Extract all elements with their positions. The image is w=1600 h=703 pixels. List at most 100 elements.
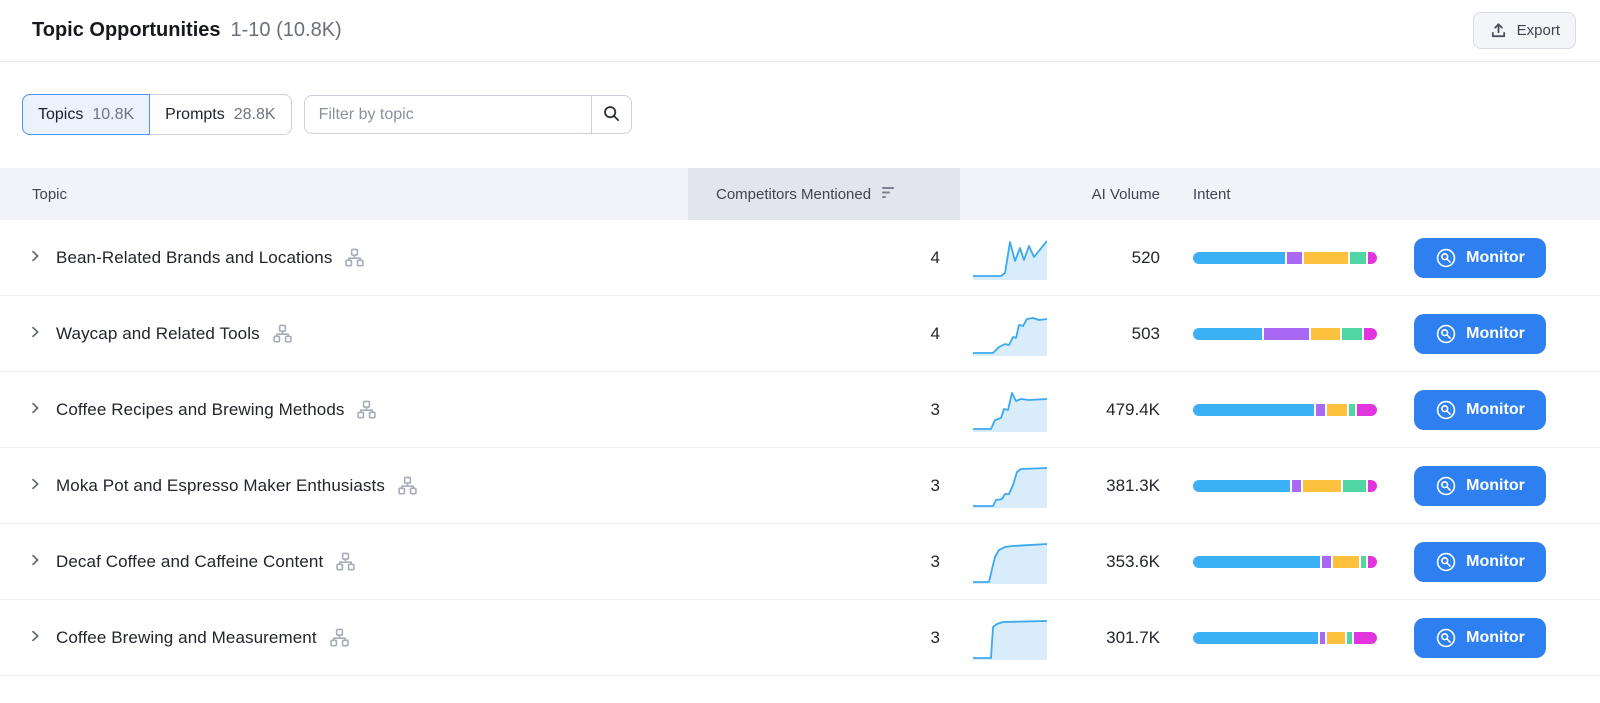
magnifier-circle-icon xyxy=(1435,399,1457,421)
intent-segment-yellow xyxy=(1302,479,1341,492)
ai-volume-sparkline xyxy=(960,311,1060,357)
topic-name[interactable]: Decaf Coffee and Caffeine Content xyxy=(56,551,324,571)
filter-search-button[interactable] xyxy=(590,96,631,133)
intent-segment-green xyxy=(1360,555,1367,568)
tab-prompts-count: 28.8K xyxy=(233,105,276,123)
magnifier-circle-icon xyxy=(1435,475,1457,497)
sitemap-icon[interactable] xyxy=(397,475,418,496)
chevron-right-icon xyxy=(27,324,43,343)
monitor-button[interactable]: Monitor xyxy=(1414,541,1546,582)
tab-topics-count: 10.8K xyxy=(92,105,135,123)
monitor-button[interactable]: Monitor xyxy=(1414,237,1546,278)
intent-segment-purple xyxy=(1316,403,1326,416)
topic-cell: Coffee Brewing and Measurement xyxy=(0,625,688,651)
topic-cell: Waycap and Related Tools xyxy=(0,321,688,347)
topic-name[interactable]: Moka Pot and Espresso Maker Enthusiasts xyxy=(56,475,385,495)
upload-icon xyxy=(1489,21,1508,40)
intent-segment-magenta xyxy=(1368,479,1378,492)
intent-segment-yellow xyxy=(1327,403,1348,416)
monitor-button[interactable]: Monitor xyxy=(1414,465,1546,506)
tab-topics[interactable]: Topics 10.8K xyxy=(22,94,151,135)
chevron-right-icon xyxy=(27,628,43,647)
intent-segment-purple xyxy=(1321,555,1331,568)
intent-segment-blue xyxy=(1193,403,1314,416)
column-header-topic: Topic xyxy=(32,185,68,203)
competitors-mentioned-value: 3 xyxy=(930,551,940,571)
topic-filter xyxy=(303,95,632,134)
intent-segment-green xyxy=(1350,251,1367,264)
intent-segment-blue xyxy=(1193,251,1285,264)
competitors-mentioned-value: 3 xyxy=(930,475,940,495)
intent-cell xyxy=(1160,327,1390,340)
action-cell: Monitor xyxy=(1390,313,1600,354)
intent-segment-purple xyxy=(1286,251,1303,264)
intent-segment-green xyxy=(1342,327,1363,340)
ai-volume-value: 353.6K xyxy=(1106,551,1160,571)
intent-segment-blue xyxy=(1193,327,1262,340)
topic-cell: Coffee Recipes and Brewing Methods xyxy=(0,397,688,423)
ai-volume-sparkline xyxy=(960,235,1060,281)
ai-volume-sparkline xyxy=(960,539,1060,585)
expand-row-button[interactable] xyxy=(22,321,48,347)
page-header: Topic Opportunities 1-10 (10.8K) Export xyxy=(0,0,1600,62)
table-body: Bean-Related Brands and Locations 4 520 xyxy=(0,220,1600,676)
page-title: Topic Opportunities xyxy=(32,19,221,41)
table-row: Moka Pot and Espresso Maker Enthusiasts … xyxy=(0,448,1600,524)
tab-topics-label: Topics xyxy=(38,105,84,123)
ai-volume-value: 520 xyxy=(1131,247,1160,267)
intent-segment-magenta xyxy=(1356,403,1378,416)
intent-distribution-bar xyxy=(1193,403,1378,416)
expand-row-button[interactable] xyxy=(22,397,48,423)
topic-name[interactable]: Waycap and Related Tools xyxy=(56,323,260,343)
intent-segment-blue xyxy=(1193,631,1318,644)
tab-prompts[interactable]: Prompts 28.8K xyxy=(150,95,290,134)
intent-distribution-bar xyxy=(1193,327,1377,340)
intent-segment-purple xyxy=(1291,479,1301,492)
search-icon xyxy=(602,104,621,126)
ai-volume-sparkline xyxy=(960,387,1060,433)
intent-cell xyxy=(1160,555,1390,568)
expand-row-button[interactable] xyxy=(22,245,48,271)
sitemap-icon[interactable] xyxy=(344,247,365,268)
intent-cell xyxy=(1160,631,1390,644)
monitor-label: Monitor xyxy=(1466,248,1525,266)
ai-volume-sparkline xyxy=(960,463,1060,509)
magnifier-circle-icon xyxy=(1435,247,1457,269)
filter-input[interactable] xyxy=(304,96,591,133)
monitor-label: Monitor xyxy=(1466,400,1525,418)
sitemap-icon[interactable] xyxy=(272,323,293,344)
intent-segment-blue xyxy=(1193,555,1320,568)
monitor-label: Monitor xyxy=(1466,552,1525,570)
sitemap-icon[interactable] xyxy=(329,627,350,648)
sitemap-icon[interactable] xyxy=(356,399,377,420)
expand-row-button[interactable] xyxy=(22,549,48,575)
table-header: Topic Competitors Mentioned AI Volume In… xyxy=(0,168,1600,220)
intent-distribution-bar xyxy=(1193,555,1377,568)
topic-name[interactable]: Coffee Brewing and Measurement xyxy=(56,627,317,647)
topic-name[interactable]: Bean-Related Brands and Locations xyxy=(56,247,333,267)
magnifier-circle-icon xyxy=(1435,323,1457,345)
ai-volume-sparkline xyxy=(960,615,1060,661)
intent-segment-magenta xyxy=(1368,251,1377,264)
monitor-button[interactable]: Monitor xyxy=(1414,313,1546,354)
intent-distribution-bar xyxy=(1193,631,1377,644)
intent-segment-purple xyxy=(1263,327,1310,340)
ai-volume-value: 301.7K xyxy=(1106,627,1160,647)
export-button[interactable]: Export xyxy=(1472,12,1576,49)
expand-row-button[interactable] xyxy=(22,625,48,651)
topic-cell: Decaf Coffee and Caffeine Content xyxy=(0,549,688,575)
sitemap-icon[interactable] xyxy=(335,551,356,572)
topic-name[interactable]: Coffee Recipes and Brewing Methods xyxy=(56,399,345,419)
intent-segment-yellow xyxy=(1311,327,1341,340)
column-header-competitors-label: Competitors Mentioned xyxy=(716,185,872,203)
intent-distribution-bar xyxy=(1193,479,1378,492)
column-header-competitors-mentioned[interactable]: Competitors Mentioned xyxy=(688,168,960,220)
monitor-button[interactable]: Monitor xyxy=(1414,617,1546,658)
monitor-button[interactable]: Monitor xyxy=(1414,389,1546,430)
expand-row-button[interactable] xyxy=(22,473,48,499)
tab-prompts-label: Prompts xyxy=(165,105,225,123)
action-cell: Monitor xyxy=(1390,237,1600,278)
intent-segment-magenta xyxy=(1368,555,1377,568)
ai-volume-value: 381.3K xyxy=(1106,475,1160,495)
column-header-ai-volume[interactable]: AI Volume xyxy=(1091,185,1160,203)
